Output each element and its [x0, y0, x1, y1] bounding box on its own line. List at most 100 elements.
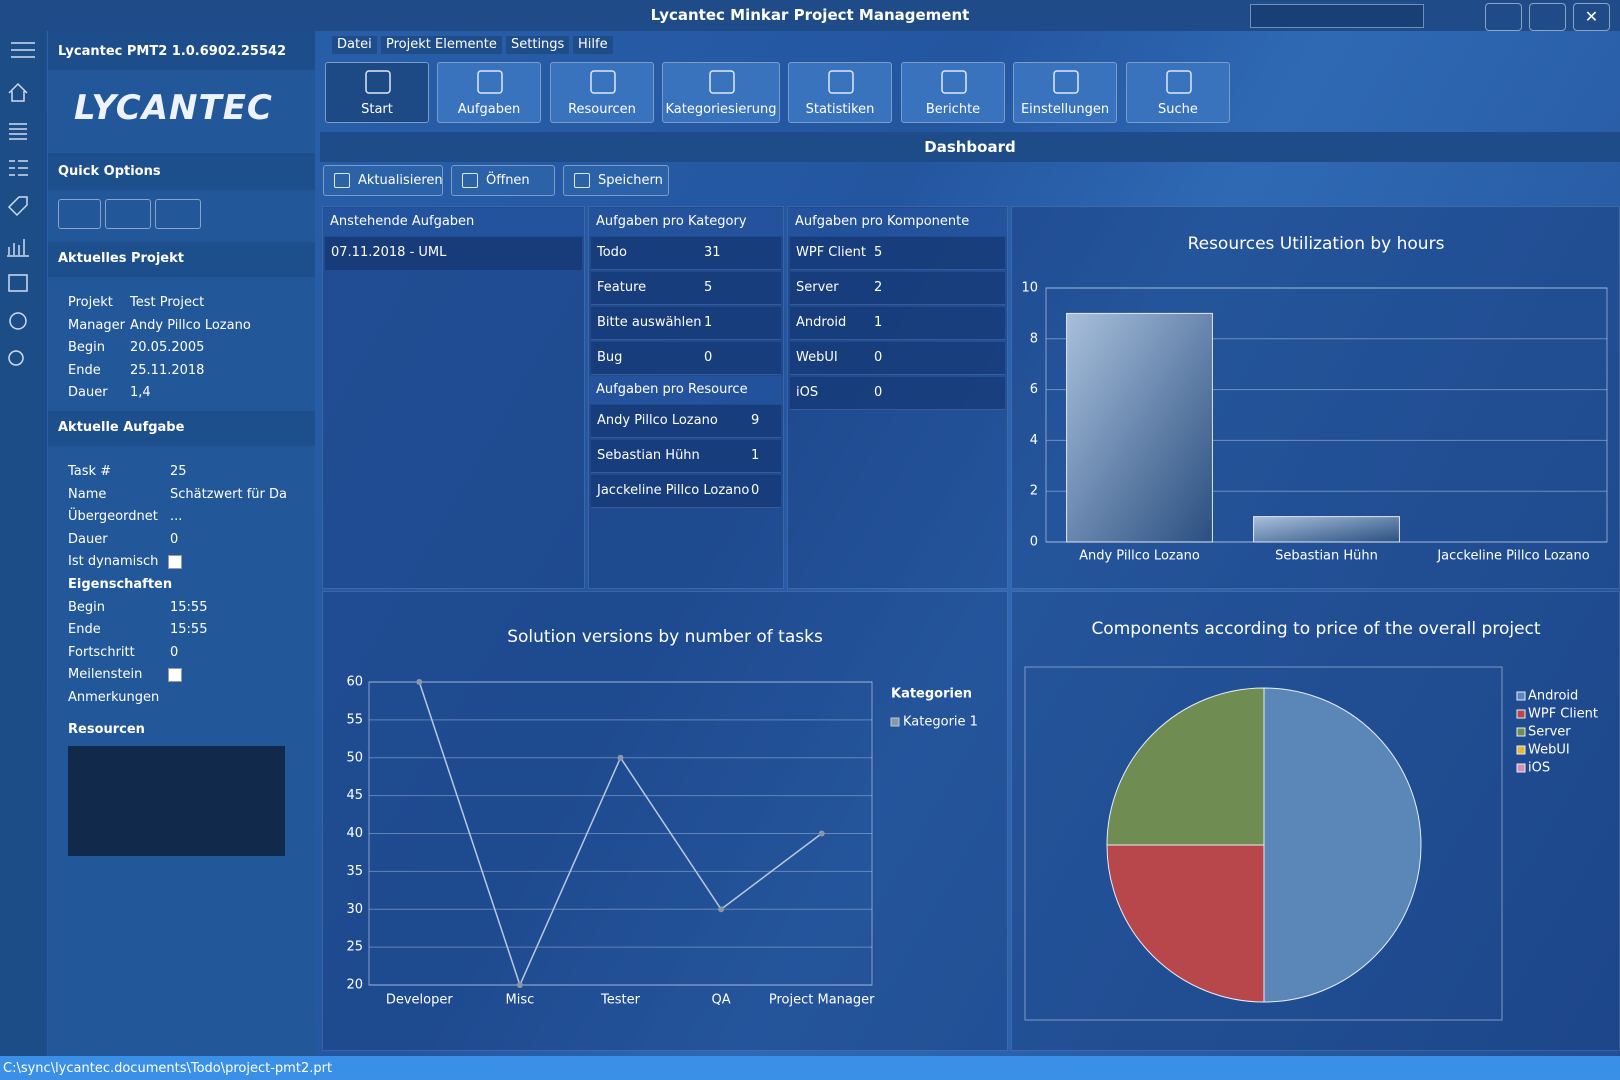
menu-item[interactable]: Settings: [506, 36, 570, 54]
field-label: Meilenstein: [68, 667, 143, 683]
row-count: 5: [704, 280, 713, 295]
row-count: 31: [704, 245, 721, 260]
icon-shape: [477, 70, 503, 94]
version-band: [48, 31, 315, 70]
field-value: 20.05.2005: [130, 340, 205, 356]
y-tick-label: 10: [1021, 281, 1038, 296]
dashboard-button[interactable]: Öffnen: [451, 165, 555, 196]
icon-shape: [1166, 70, 1192, 94]
y-tick-label: 50: [346, 750, 363, 765]
table-row: [591, 307, 781, 340]
x-tick-label: Tester: [600, 993, 641, 1008]
row-name: Sebastian Hühn: [597, 448, 700, 463]
y-tick-label: 4: [1030, 433, 1038, 448]
y-tick-label: 8: [1030, 331, 1038, 346]
quick-refresh-button[interactable]: [58, 199, 101, 229]
x-tick-label: Jacckeline Pillco Lozano: [1436, 549, 1589, 564]
row-count: 2: [874, 280, 883, 295]
toolbar-icon: [1053, 70, 1079, 94]
row-count: 0: [874, 350, 883, 365]
dashboard-button[interactable]: Speichern: [563, 165, 669, 196]
toolbar-button[interactable]: Suche: [1126, 62, 1230, 123]
toolbar-button[interactable]: Aufgaben: [437, 62, 541, 123]
toolbar-label: Kategoriesierung: [665, 102, 777, 117]
toolbar-button[interactable]: Berichte: [901, 62, 1005, 123]
dashboard-button[interactable]: Aktualisieren: [323, 165, 443, 196]
maximize-button[interactable]: [1529, 3, 1566, 31]
component-chart-panel: Components according to price of the ove…: [1011, 591, 1620, 1051]
icon-shape: [590, 70, 616, 94]
component-panel: Aufgaben pro Komponente WPF Client 5 Server…: [787, 206, 1008, 589]
field-label: Name: [68, 486, 107, 502]
button-label: Speichern: [598, 173, 663, 188]
table-header-band: [788, 208, 1007, 236]
quick-open-button[interactable]: [105, 199, 151, 229]
minimize-button[interactable]: [1485, 3, 1522, 31]
legend-label: Android: [1528, 689, 1578, 704]
checkbox[interactable]: [168, 555, 182, 570]
task-band: [48, 411, 315, 446]
version-chart-panel: Solution versions by number of tasks 20 25…: [322, 591, 1008, 1051]
toolbar-button[interactable]: Kategoriesierung: [662, 62, 780, 123]
quick-save-button[interactable]: [155, 199, 201, 229]
row-name: Bitte auswählen: [597, 315, 702, 330]
toolbar-icon: [477, 70, 503, 94]
icon-shape: [1053, 70, 1079, 94]
settings-icon[interactable]: [9, 312, 27, 330]
window-title: Lycantec Minkar Project Management: [650, 6, 970, 24]
tag-icon[interactable]: [7, 196, 28, 217]
toolbar-icon: [1166, 70, 1192, 94]
pending-row: [325, 237, 582, 270]
search-box[interactable]: [1250, 4, 1424, 28]
table-header: Aufgaben pro Resource: [596, 382, 748, 397]
y-tick-label: 25: [346, 940, 363, 955]
report-icon[interactable]: [8, 274, 28, 292]
stats-icon[interactable]: [7, 239, 29, 257]
checkbox[interactable]: [168, 668, 182, 683]
y-tick-label: 2: [1030, 484, 1038, 499]
legend-swatch: [1516, 727, 1526, 737]
field-value: 25.11.2018: [130, 362, 205, 378]
left-panel: [48, 31, 315, 1056]
status-bar: [0, 1056, 1620, 1080]
search-icon[interactable]: [8, 350, 24, 366]
plot-box: [1024, 666, 1503, 1021]
icon: [574, 173, 590, 188]
toolbar-button[interactable]: Resourcen: [550, 62, 654, 123]
table-row: [591, 405, 781, 438]
x-tick-label: Misc: [506, 993, 535, 1008]
menu-item[interactable]: Hilfe: [573, 36, 613, 54]
close-button[interactable]: ✕: [1573, 3, 1610, 31]
field-label: Task #: [68, 464, 112, 479]
row-name: Android: [796, 315, 847, 330]
tree-icon[interactable]: [9, 160, 28, 176]
logo: LYCANTEC: [74, 88, 273, 128]
toolbar-label: Einstellungen: [1020, 102, 1110, 117]
toolbar-label: Berichte: [925, 102, 981, 117]
field-value: 0: [170, 531, 179, 547]
table-header-band: [323, 208, 584, 236]
field-value: 25: [170, 464, 187, 479]
toolbar-button[interactable]: Start: [325, 62, 429, 123]
field-label: Begin: [68, 599, 106, 615]
project-title: Aktuelles Projekt: [58, 251, 184, 266]
menu-icon[interactable]: [11, 42, 35, 58]
home-icon[interactable]: [8, 82, 28, 102]
field-label: Fortschritt: [68, 644, 135, 660]
button-label: Öffnen: [486, 173, 530, 188]
toolbar-button[interactable]: Statistiken: [788, 62, 892, 123]
legend-swatch: [1516, 709, 1526, 719]
table-row: [790, 272, 1005, 305]
row-name: Jacckeline Pillco Lozano: [597, 483, 750, 498]
legend-label: WebUI: [1528, 743, 1570, 758]
toolbar-button[interactable]: Einstellungen: [1013, 62, 1117, 123]
icon-strip: [0, 31, 47, 1056]
icon-strip-icons: [7, 42, 35, 366]
y-tick-label: 40: [346, 826, 363, 841]
menu-item[interactable]: Projekt Elemente: [381, 36, 502, 54]
menu-item[interactable]: Datei: [332, 36, 377, 54]
list-icon[interactable]: [9, 123, 27, 140]
field-label: Manager: [68, 317, 125, 333]
pending-item[interactable]: 07.11.2018 - UML: [331, 245, 447, 260]
